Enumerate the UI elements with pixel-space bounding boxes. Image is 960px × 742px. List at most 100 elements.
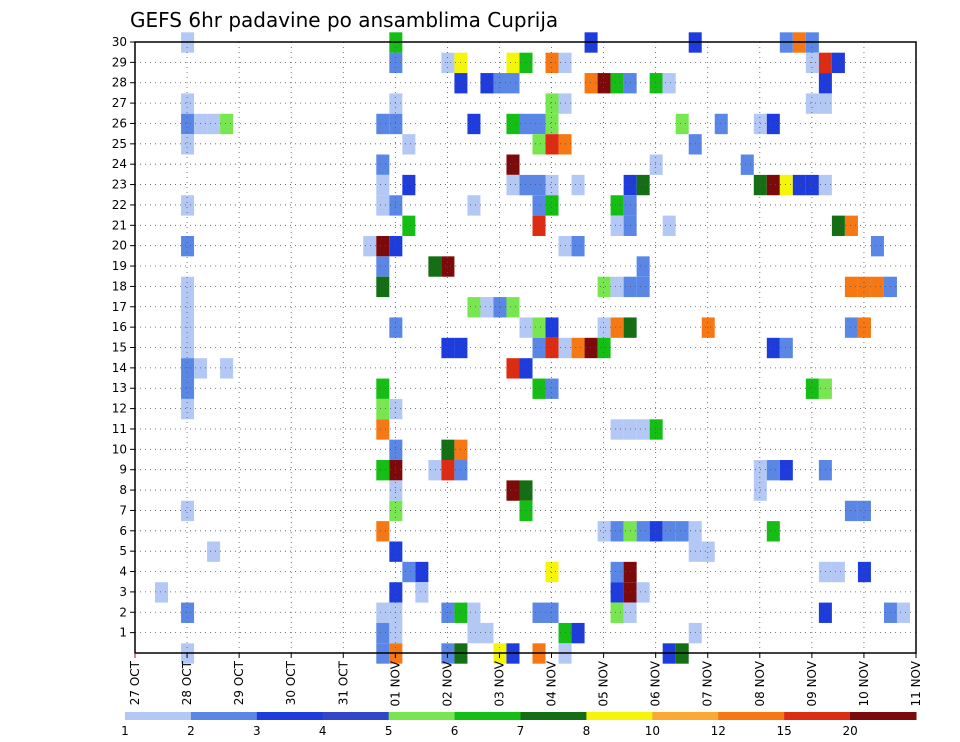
heatmap-cell [649, 73, 663, 94]
heatmap-cell [181, 398, 195, 420]
heatmap-cell [480, 297, 494, 318]
heatmap-cell [376, 113, 390, 135]
colorbar-segment [652, 712, 719, 720]
heatmap-cell [779, 460, 793, 481]
heatmap-cell [558, 134, 572, 155]
x-tick-label: 31 OCT [336, 660, 350, 705]
y-tick-label: 13 [112, 381, 127, 395]
heatmap-cell [610, 419, 624, 440]
heatmap-cell [532, 113, 546, 135]
colorbar-segment [322, 712, 390, 720]
y-tick-label: 2 [119, 605, 127, 619]
heatmap-cell [532, 337, 546, 359]
heatmap-cell [467, 622, 481, 644]
heatmap-cell [610, 276, 624, 298]
heatmap-cell [545, 337, 559, 359]
heatmap-cell [818, 378, 832, 399]
heatmap-cell [636, 174, 650, 196]
heatmap-cell [558, 235, 572, 257]
heatmap-cell [181, 113, 195, 135]
heatmap-cell [389, 460, 403, 481]
y-tick-label: 19 [112, 259, 127, 273]
heatmap-cell [545, 561, 559, 583]
heatmap-cell [376, 460, 390, 481]
heatmap-cell [831, 215, 845, 236]
y-tick-label: 23 [112, 178, 127, 192]
heatmap-cell [844, 500, 858, 522]
heatmap-cell [623, 602, 637, 623]
heatmap-cell [623, 276, 637, 298]
heatmap-cell [714, 113, 728, 135]
y-tick-label: 25 [112, 137, 127, 151]
heatmap-cell [376, 276, 390, 298]
heatmap-cell [623, 73, 637, 94]
heatmap-cell [389, 195, 403, 216]
heatmap-cell [818, 602, 832, 623]
heatmap-cell [623, 521, 637, 542]
heatmap-cell [623, 561, 637, 583]
heatmap-cell [675, 113, 689, 135]
heatmap-cell [402, 561, 416, 583]
colorbar-segment [190, 712, 258, 720]
heatmap-cell [818, 561, 832, 583]
colorbar-label: 15 [777, 724, 792, 738]
y-tick-label: 4 [119, 565, 127, 579]
heatmap-cell [831, 561, 845, 583]
heatmap-cell [389, 398, 403, 420]
heatmap-cell [181, 358, 195, 379]
heatmap-cell [519, 113, 533, 135]
heatmap-cell [454, 52, 468, 74]
y-tick-label: 29 [112, 55, 127, 69]
heatmap-cell [766, 337, 780, 359]
x-tick-label: 08 NOV [753, 660, 767, 706]
heatmap-cell [441, 52, 455, 74]
heatmap-cell [636, 256, 650, 277]
y-tick-label: 7 [119, 503, 127, 517]
heatmap-cell [623, 195, 637, 216]
heatmap-cell [389, 317, 403, 338]
heatmap-cell [597, 73, 611, 94]
heatmap-cell [818, 460, 832, 481]
x-tick-label: 09 NOV [805, 660, 819, 706]
x-tick-label: 10 NOV [857, 660, 871, 706]
heatmap-cell [519, 52, 533, 74]
heatmap-cell [571, 622, 585, 644]
heatmap-cell [519, 480, 533, 501]
heatmap-cell [558, 52, 572, 74]
heatmap-cell [545, 174, 559, 196]
x-tick-label: 04 NOV [545, 660, 559, 706]
heatmap-cell [415, 561, 429, 583]
heatmap-cell [610, 582, 624, 603]
heatmap-cell [363, 235, 377, 257]
heatmap-cell [753, 113, 767, 135]
heatmap-cell [402, 215, 416, 236]
x-tick-label: 11 NOV [909, 660, 923, 706]
heatmap-cell [779, 337, 793, 359]
x-tick-label: 01 NOV [388, 660, 402, 706]
heatmap-cell [506, 297, 520, 318]
heatmap-cell [597, 337, 611, 359]
heatmap-cell [545, 113, 559, 135]
heatmap-cell [688, 134, 702, 155]
heatmap-cell [818, 174, 832, 196]
heatmap-cell [454, 439, 468, 461]
heatmap-cell [844, 276, 858, 298]
heatmap-cell [428, 460, 442, 481]
colorbar-segment [784, 712, 851, 720]
heatmap-cell [181, 500, 195, 522]
heatmap-cell [545, 52, 559, 74]
heatmap-cell [571, 174, 585, 196]
x-tick-label: 03 NOV [492, 660, 506, 706]
colorbar-label: 12 [711, 724, 726, 738]
heatmap-cell [818, 73, 832, 94]
heatmap-cell [402, 174, 416, 196]
y-tick-label: 17 [112, 300, 127, 314]
x-tick-label: 28 OCT [180, 660, 194, 705]
y-tick-label: 6 [119, 524, 127, 538]
heatmap-cell [584, 73, 598, 94]
heatmap-cell [636, 521, 650, 542]
heatmap-cell [649, 419, 663, 440]
y-tick-label: 3 [119, 585, 127, 599]
heatmap-cell [753, 480, 767, 501]
